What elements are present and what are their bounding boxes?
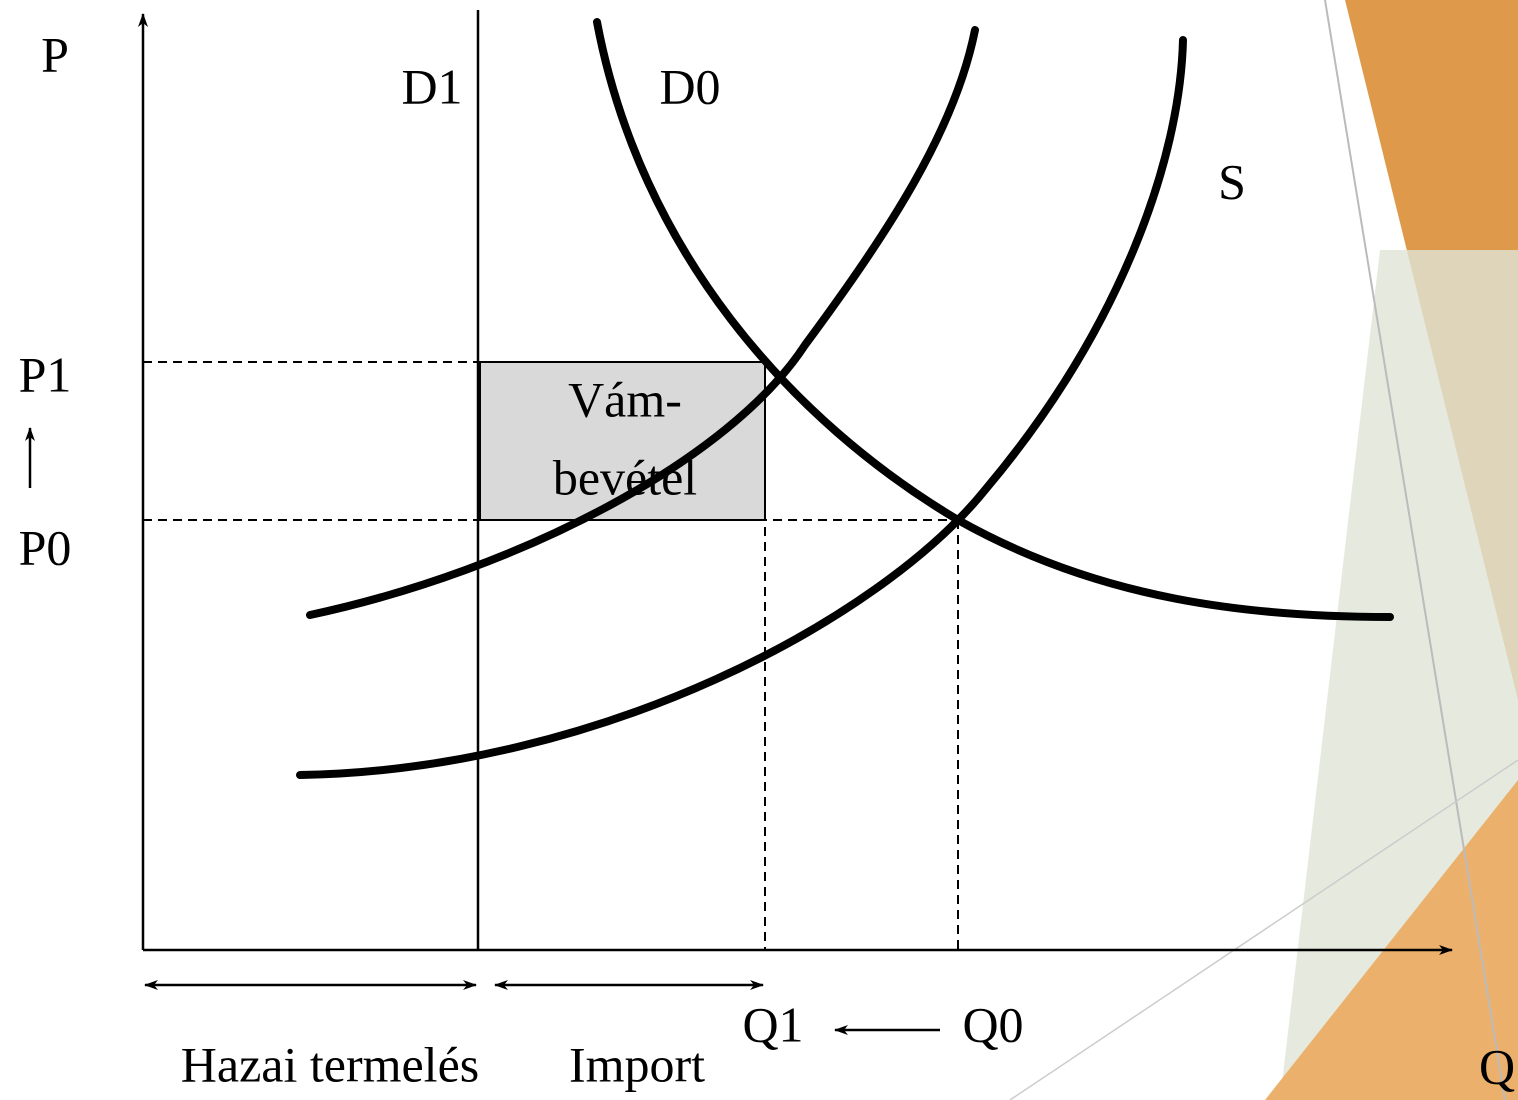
s1-curve: [310, 30, 975, 615]
curve-label: S: [1218, 153, 1246, 209]
decoration: [1010, 0, 1518, 1100]
quantity-label: Q0: [962, 996, 1023, 1052]
curve-label: D1: [401, 58, 462, 114]
price-label: P0: [19, 519, 72, 575]
x-axis-label: Q: [1479, 1038, 1515, 1094]
box-label: bevétel: [553, 449, 697, 505]
diagram: P Q D1 D0 S P1 P0 Q1 Q0 Vám- bevétel Haz…: [0, 0, 1518, 1100]
y-axis-label: P: [41, 26, 69, 82]
curve-label: D0: [659, 58, 720, 114]
price-label: P1: [19, 346, 72, 402]
range-label: Hazai termelés: [181, 1036, 479, 1092]
range-label: Import: [569, 1036, 705, 1092]
box-label: Vám-: [568, 371, 682, 427]
quantity-label: Q1: [742, 996, 803, 1052]
